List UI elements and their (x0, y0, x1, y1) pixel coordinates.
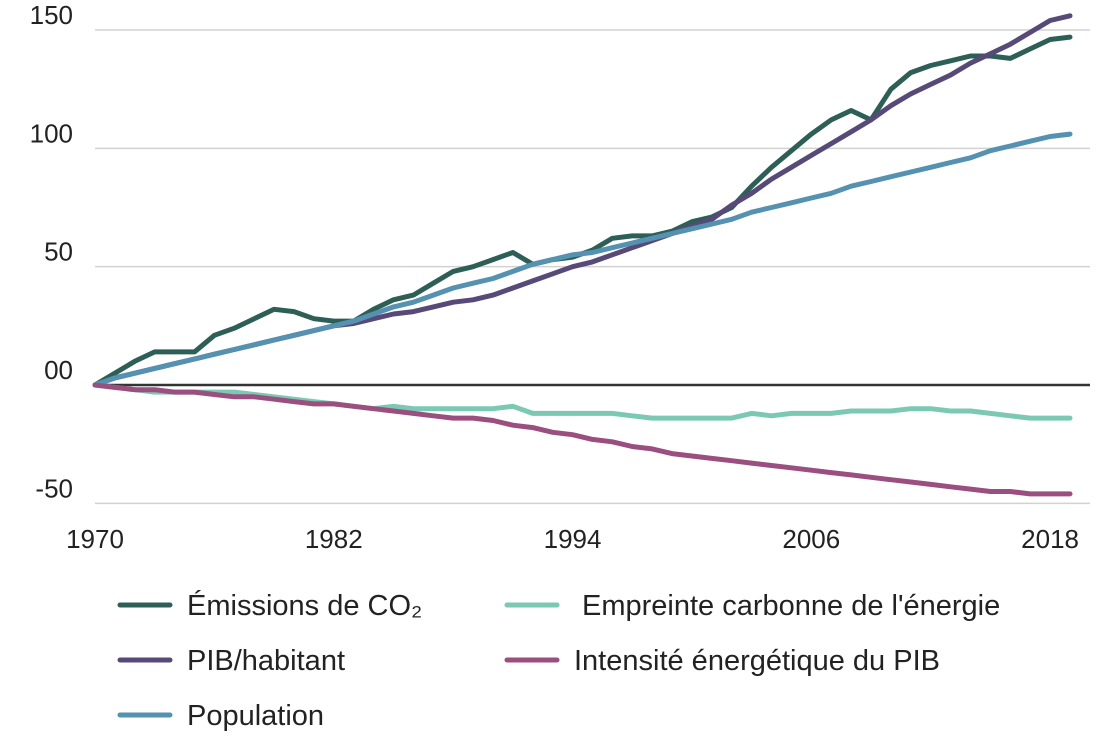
legend-label: Intensité énergétique du PIB (574, 645, 940, 677)
y-tick-label: 100 (30, 118, 73, 148)
x-tick-labels: 1970 1982 1994 2006 2018 (66, 524, 1079, 554)
x-tick-label: 2018 (1021, 524, 1079, 554)
y-tick-labels: 150 100 50 00 -50 (30, 0, 73, 503)
legend-label: Émissions de CO₂ (187, 589, 422, 622)
x-tick-label: 1994 (544, 524, 602, 554)
legend-label: Population (187, 700, 324, 732)
series-line-4 (92, 382, 1073, 497)
legend: Émissions de CO₂ PIB/habitant Population Em… (117, 589, 1000, 732)
y-tick-label: 00 (44, 355, 73, 385)
series-line-3 (92, 382, 1073, 421)
legend-label: PIB/habitant (187, 645, 345, 677)
y-tick-label: 50 (44, 237, 73, 267)
y-tick-label: -50 (35, 473, 73, 503)
legend-label: Empreinte carbonne de l'énergie (582, 590, 1000, 622)
x-tick-label: 2006 (782, 524, 840, 554)
y-tick-label: 150 (30, 0, 73, 30)
grid-lines (95, 29, 1090, 505)
x-tick-label: 1970 (66, 524, 124, 554)
series-line-2 (92, 131, 1073, 388)
series-line-1 (92, 13, 1073, 388)
series-lines (92, 13, 1073, 497)
x-tick-label: 1982 (305, 524, 363, 554)
